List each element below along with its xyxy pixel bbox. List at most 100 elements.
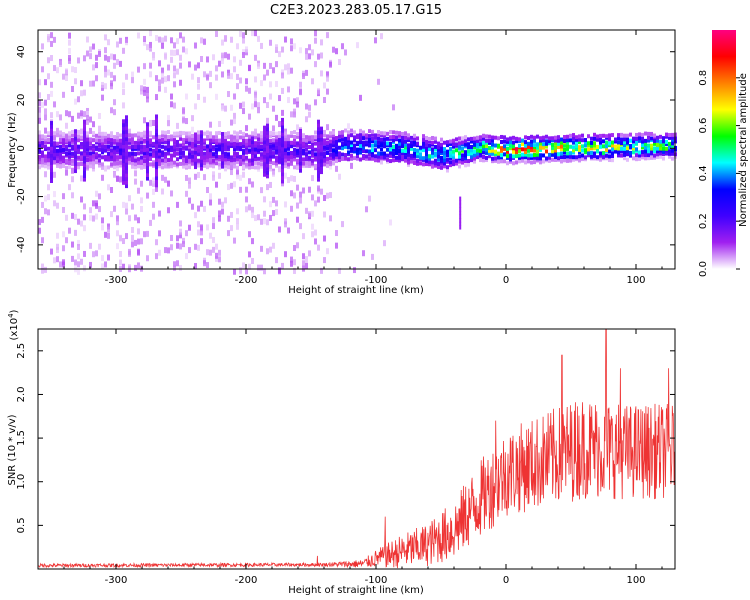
spectrogram-cell xyxy=(437,161,440,166)
spectrogram-cell xyxy=(221,139,224,144)
spectrogram-cell xyxy=(251,150,254,155)
spectrogram-cell xyxy=(389,135,392,140)
spectrogram-cell xyxy=(140,197,143,204)
spectrogram-cell xyxy=(167,180,170,187)
spectrogram-cell xyxy=(218,60,221,67)
spectrogram-cell xyxy=(350,128,353,133)
spectrogram-cell xyxy=(452,155,455,160)
spectrogram-cell xyxy=(170,235,173,242)
spectrogram-cell xyxy=(71,212,74,219)
spectrogram-cell xyxy=(284,201,287,208)
spectrogram-cell xyxy=(194,243,197,250)
spectrogram-cell xyxy=(38,112,41,119)
spectrogram-cell xyxy=(272,131,275,136)
spectrogram-cell xyxy=(167,151,170,156)
spectrogram-cell xyxy=(413,160,416,165)
spectrogram-cell xyxy=(230,142,233,147)
spectrogram-cell xyxy=(599,140,602,145)
spectrogram-cell xyxy=(50,32,53,39)
spectrogram-cell xyxy=(71,86,74,93)
spectrogram-cell xyxy=(98,50,101,57)
spectrogram-cell xyxy=(50,135,53,140)
spectrogram-cell xyxy=(197,130,200,135)
spectrogram-cell xyxy=(110,53,113,60)
spectrogram-cell xyxy=(293,108,296,115)
spectrogram-cell xyxy=(299,146,302,151)
spectrogram-cell xyxy=(65,134,68,139)
spectrogram-cell xyxy=(293,175,296,182)
spectrogram-cell xyxy=(485,147,488,152)
spectrogram-cell xyxy=(530,134,533,139)
spectrogram-cell xyxy=(140,88,143,95)
spectrogram-cell xyxy=(290,130,293,135)
spectrogram-cell xyxy=(494,135,497,140)
spectrogram-cell xyxy=(164,53,167,60)
spectrogram-cell xyxy=(119,140,122,145)
spectrogram-cell xyxy=(491,151,494,156)
spectrogram-cell xyxy=(503,144,506,149)
spectrogram-cell xyxy=(251,206,254,213)
spectrogram-cell xyxy=(98,193,101,200)
spectrogram-cell xyxy=(182,161,185,166)
spectrogram-cell xyxy=(287,134,290,139)
spectrogram-cell xyxy=(182,131,185,136)
spectrogram-cell xyxy=(395,147,398,152)
spectrogram-cell xyxy=(431,147,434,152)
snr-y-tick-label: 0.5 xyxy=(16,517,27,533)
spectrogram-cell xyxy=(560,144,563,149)
spectrogram-cell xyxy=(188,247,191,254)
spectrogram-cell xyxy=(290,260,293,267)
spectrogram-cell xyxy=(158,148,161,153)
spectrogram-cell xyxy=(647,138,650,143)
spectrogram-cell xyxy=(551,142,554,147)
spectrogram-cell xyxy=(185,190,188,197)
spectrogram-cell xyxy=(482,133,485,138)
spectrogram-cell xyxy=(131,227,134,234)
snr-y-multiplier-base: (x10 xyxy=(9,318,20,341)
spectrogram-cell xyxy=(650,143,653,148)
spectrogram-cell xyxy=(44,160,47,165)
spectrogram-cell xyxy=(656,152,659,157)
spectrogram-cell xyxy=(320,166,323,171)
spectrogram-cell xyxy=(287,157,290,162)
spectrogram-cell xyxy=(428,156,431,161)
spectrogram-cell xyxy=(47,146,50,151)
spectrogram-cell xyxy=(236,83,239,90)
spectrogram-cell xyxy=(459,211,462,216)
spectrogram-cell xyxy=(323,133,326,138)
spectrogram-cell xyxy=(98,163,101,168)
spectrogram-cell xyxy=(557,152,560,157)
spectrogram-cell xyxy=(311,231,314,238)
spectrogram-cell xyxy=(491,156,494,161)
spectrogram-cell xyxy=(245,186,248,193)
spectrogram-cell xyxy=(365,206,368,213)
spectrogram-cell xyxy=(347,133,350,138)
spectrogram-cell xyxy=(215,140,218,145)
spectrogram-cell xyxy=(95,190,98,197)
colorbar-label: Normalized spectral amplitude xyxy=(738,73,749,227)
spectrogram-cell xyxy=(188,133,191,138)
spectrogram-cell xyxy=(305,152,308,157)
spectrogram-cell xyxy=(236,208,239,215)
spectrogram-cell xyxy=(65,169,68,176)
spectrogram-cell xyxy=(83,137,86,142)
spectrogram-cell xyxy=(104,65,107,72)
spectrogram-cell xyxy=(206,187,209,194)
spectrogram-cell xyxy=(665,132,668,137)
spectrogram-cell xyxy=(509,146,512,151)
spectrogram-cell xyxy=(38,92,41,99)
spectrogram-cell xyxy=(317,148,320,153)
spectrogram-cell xyxy=(407,133,410,138)
spectrogram-cell xyxy=(365,133,368,138)
spectrogram-cell xyxy=(578,154,581,159)
spectrogram-cell xyxy=(518,148,521,153)
spectrogram-cell xyxy=(155,132,158,137)
spectrogram-cell xyxy=(311,78,314,85)
spectrogram-cell xyxy=(173,102,176,109)
spectrogram-cell xyxy=(623,142,626,147)
spectrogram-cell xyxy=(50,153,53,158)
spectrogram-cell xyxy=(50,121,53,126)
spectrogram-cell xyxy=(95,250,98,257)
spectrogram-cell xyxy=(350,148,353,153)
spectrogram-cell xyxy=(77,57,80,64)
